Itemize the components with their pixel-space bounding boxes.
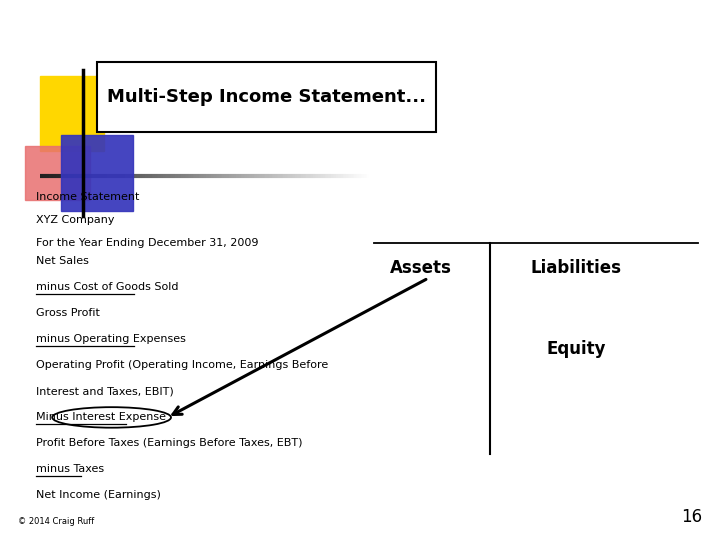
- Text: © 2014 Craig Ruff: © 2014 Craig Ruff: [18, 517, 94, 526]
- Bar: [40, 76, 104, 151]
- Text: Assets: Assets: [390, 259, 452, 277]
- Bar: [25, 146, 90, 200]
- Text: Gross Profit: Gross Profit: [36, 308, 100, 319]
- Text: Multi-Step Income Statement...: Multi-Step Income Statement...: [107, 88, 426, 106]
- Text: Income Statement: Income Statement: [36, 192, 140, 202]
- Text: 16: 16: [681, 509, 702, 526]
- Bar: [61, 135, 133, 211]
- Text: For the Year Ending December 31, 2009: For the Year Ending December 31, 2009: [36, 238, 258, 248]
- Text: Profit Before Taxes (Earnings Before Taxes, EBT): Profit Before Taxes (Earnings Before Tax…: [36, 438, 302, 448]
- Text: minus Cost of Goods Sold: minus Cost of Goods Sold: [36, 282, 179, 293]
- Text: XYZ Company: XYZ Company: [36, 215, 114, 225]
- Text: Operating Profit (Operating Income, Earnings Before: Operating Profit (Operating Income, Earn…: [36, 360, 328, 370]
- Text: Interest and Taxes, EBIT): Interest and Taxes, EBIT): [36, 386, 174, 396]
- Text: Net Income (Earnings): Net Income (Earnings): [36, 490, 161, 500]
- Text: Liabilities: Liabilities: [531, 259, 621, 277]
- Text: Equity: Equity: [546, 340, 606, 358]
- Text: minus Taxes: minus Taxes: [36, 464, 104, 474]
- Text: Net Sales: Net Sales: [36, 256, 89, 267]
- Text: Minus Interest Expense: Minus Interest Expense: [36, 412, 166, 422]
- Text: minus Operating Expenses: minus Operating Expenses: [36, 334, 186, 345]
- FancyBboxPatch shape: [97, 62, 436, 132]
